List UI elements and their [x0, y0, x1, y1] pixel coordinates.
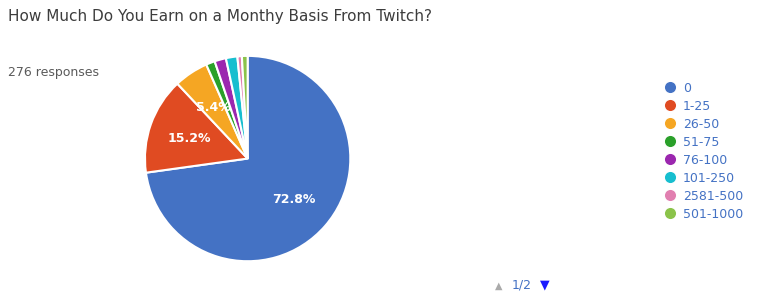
Text: How Much Do You Earn on a Monthy Basis From Twitch?: How Much Do You Earn on a Monthy Basis F…: [8, 9, 431, 24]
Wedge shape: [145, 84, 248, 173]
Wedge shape: [207, 61, 248, 159]
Wedge shape: [215, 58, 248, 159]
Text: ▼: ▼: [540, 279, 549, 292]
Text: 276 responses: 276 responses: [8, 66, 98, 79]
Text: 15.2%: 15.2%: [168, 132, 211, 145]
Wedge shape: [226, 56, 248, 159]
Text: 5.4%: 5.4%: [197, 101, 231, 114]
Text: 1/2: 1/2: [512, 279, 532, 292]
Wedge shape: [237, 56, 248, 159]
Text: ▲: ▲: [495, 280, 503, 291]
Wedge shape: [146, 56, 351, 261]
Legend: 0, 1-25, 26-50, 51-75, 76-100, 101-250, 2581-500, 501-1000: 0, 1-25, 26-50, 51-75, 76-100, 101-250, …: [661, 76, 748, 226]
Wedge shape: [178, 65, 248, 159]
Text: 72.8%: 72.8%: [273, 192, 315, 205]
Wedge shape: [242, 56, 248, 159]
